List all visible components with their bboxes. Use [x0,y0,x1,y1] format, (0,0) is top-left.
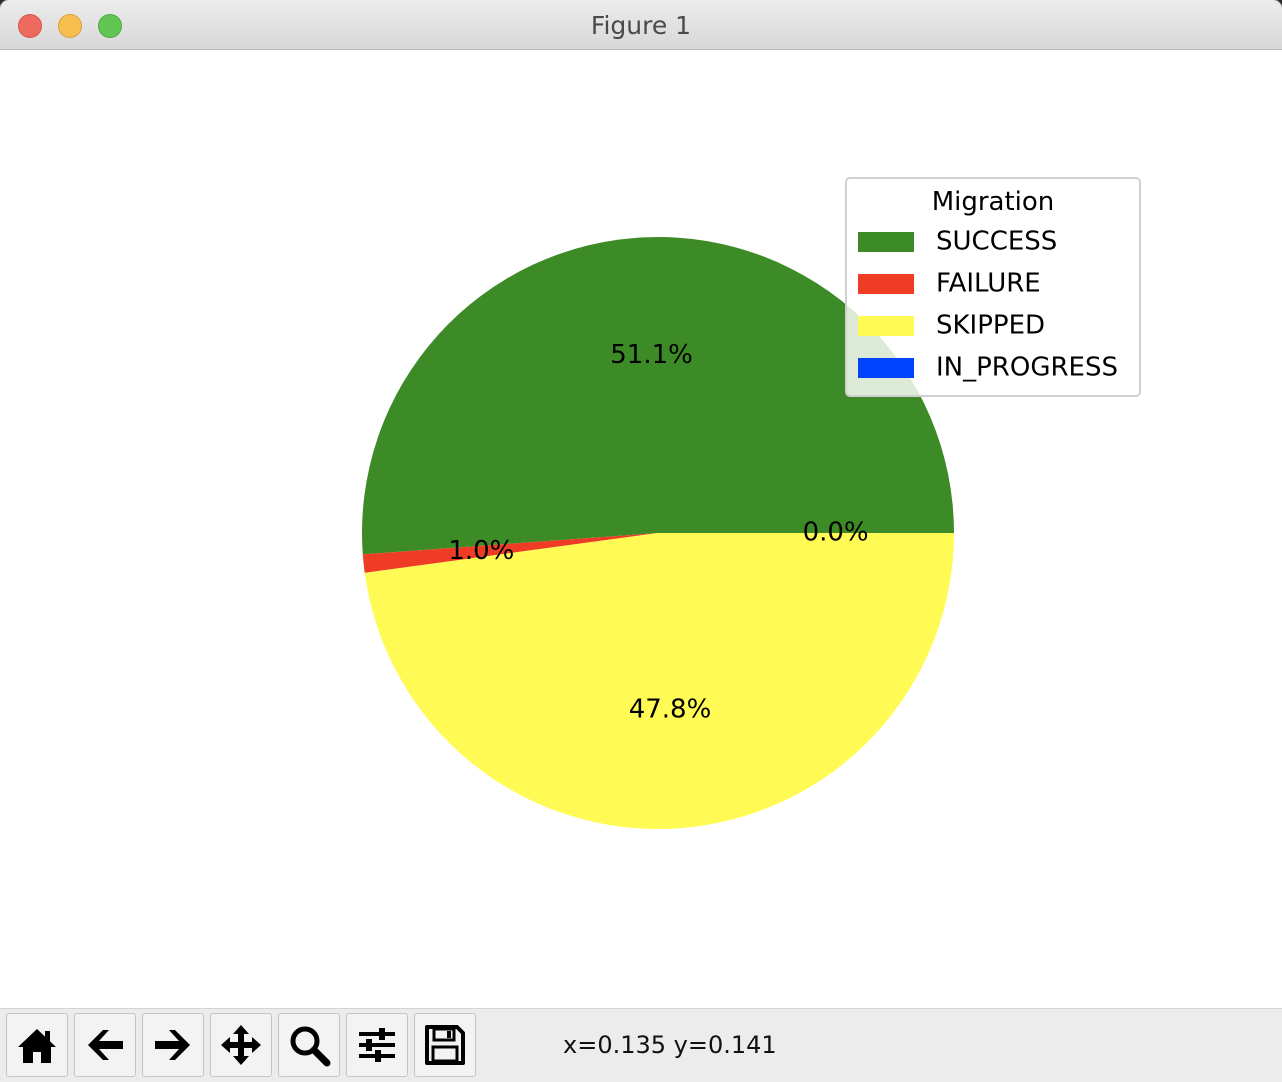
pie-slices [362,237,955,830]
magnifier-icon [290,1026,331,1067]
pie-slice-success [362,237,955,555]
legend-label-failure: FAILURE [936,269,1041,299]
close-window-button[interactable] [18,14,42,38]
pie-slice-failure [362,533,658,573]
minimize-window-button[interactable] [58,14,82,38]
configure-subplots-button[interactable] [346,1013,408,1077]
forward-button[interactable] [142,1013,204,1077]
legend-swatch-success [858,232,914,252]
legend-label-in-progress: IN_PROGRESS [936,353,1118,383]
save-button[interactable] [414,1013,476,1077]
pie-slice-skipped [364,533,954,830]
legend-frame [845,177,1141,397]
pie-percent-label-in-progress: 0.0% [803,518,869,548]
legend-label-skipped: SKIPPED [936,311,1045,341]
legend-swatch-skipped [858,316,914,336]
navigation-toolbar: x=0.135 y=0.141 [0,1008,1282,1082]
home-button[interactable] [6,1013,68,1077]
legend: Migration SUCCESS FAILURE SKIPPED IN_PROGRE… [845,177,1141,397]
pie-percent-label-failure: 1.0% [448,536,514,566]
window-title: Figure 1 [590,11,692,40]
arrow-right-icon [155,1030,190,1060]
legend-swatch-in-progress [858,358,914,378]
pie-chart: 51.1% 1.0% 47.8% 0.0% Migration SUCCESS FAIL… [362,177,1141,830]
figure-canvas[interactable]: 51.1% 1.0% 47.8% 0.0% Migration SUCCESS FAIL… [2,50,1280,1008]
legend-label-success: SUCCESS [936,227,1057,257]
sliders-icon [359,1028,395,1062]
home-icon [18,1029,56,1063]
cursor-coordinates: x=0.135 y=0.141 [563,1031,777,1059]
back-button[interactable] [74,1013,136,1077]
move-icon [221,1025,261,1065]
zoom-window-button[interactable] [98,14,122,38]
title-bar[interactable]: Figure 1 [0,0,1282,50]
legend-title: Migration [932,187,1055,217]
floppy-disk-icon [425,1025,465,1065]
legend-swatch-failure [858,274,914,294]
pan-button[interactable] [210,1013,272,1077]
zoom-button[interactable] [278,1013,340,1077]
pie-percent-label-success: 51.1% [610,340,693,370]
pie-percent-label-skipped: 47.8% [629,695,712,725]
pie-percent-labels: 51.1% 1.0% 47.8% 0.0% [448,340,868,725]
arrow-left-icon [88,1030,123,1060]
